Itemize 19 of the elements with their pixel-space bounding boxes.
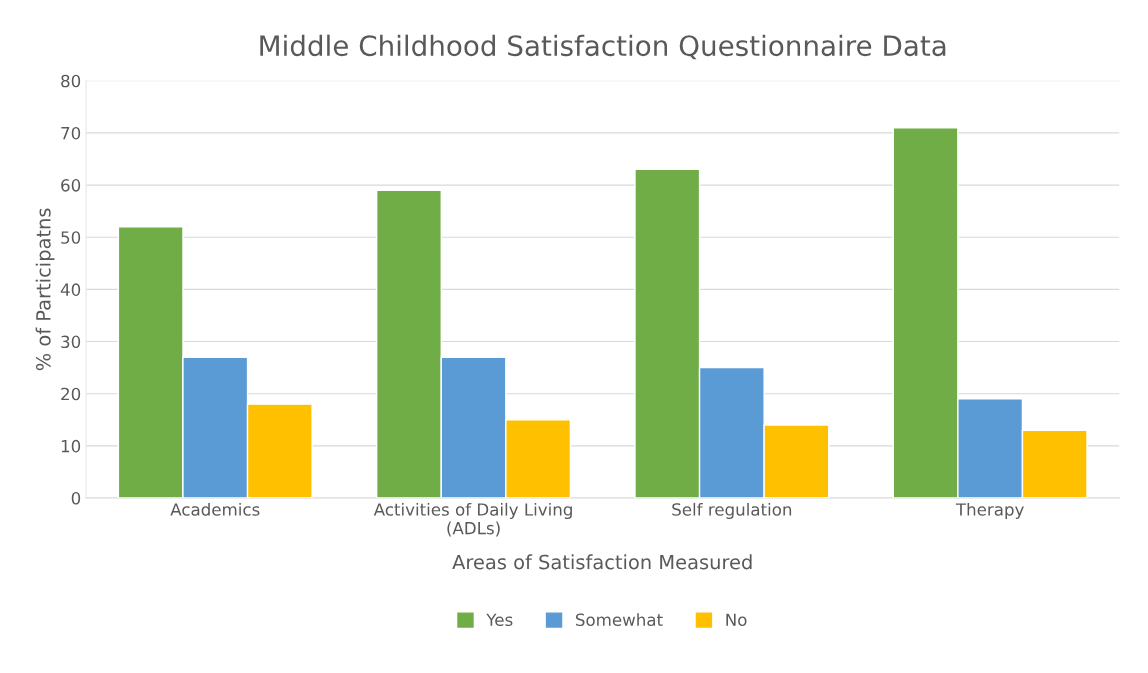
y-tick-label: 0 [71,491,81,505]
x-tick-label: Therapy [955,502,1024,520]
y-tick-label: 60 [61,179,81,192]
y-axis-title: % of Participatns [35,208,55,371]
chart-title: Middle Childhood Satisfaction Questionnaire Data [260,34,946,60]
x-tick-label: Activities of Daily Living (ADLs) [373,502,572,537]
y-tick-label: 80 [61,74,81,88]
y-tick-label: 30 [61,335,81,349]
y-tick-label: 50 [61,231,81,244]
y-tick-label: 20 [61,387,81,401]
legend-label: Yes [486,613,513,627]
legend-label: Somewhat [575,613,663,627]
x-tick-label: Self regulation [672,502,792,520]
x-tick-label: Academics [170,502,260,516]
y-tick-label: 10 [61,439,81,453]
y-tick-label: 40 [60,283,81,296]
y-tick-label: 70 [61,126,81,140]
legend-label: No [726,613,747,627]
x-axis-title: Areas of Satisfaction Measured [452,554,752,570]
